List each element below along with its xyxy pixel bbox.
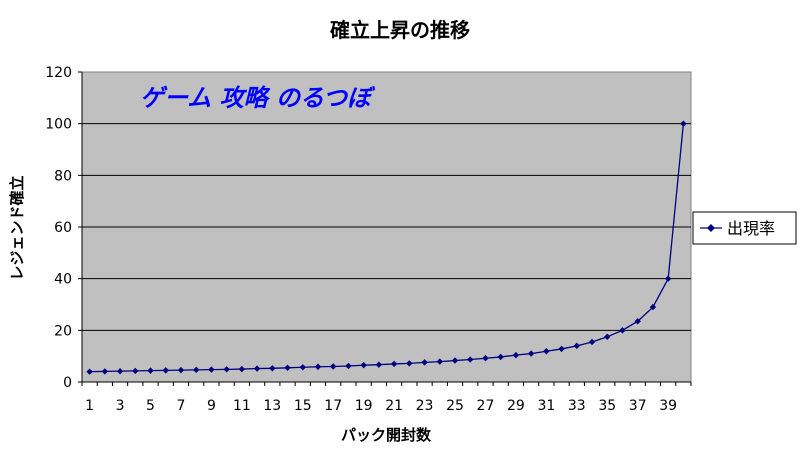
series-layer: [86, 120, 687, 375]
x-tick-label: 19: [355, 398, 373, 414]
data-point: [162, 367, 169, 374]
data-point: [330, 363, 337, 370]
watermark-text: ゲーム 攻略 のるつぼ: [140, 84, 376, 112]
data-point: [390, 360, 398, 368]
data-point: [314, 363, 322, 370]
y-axis-ticks: 0 20 40 60 80 100 120: [45, 65, 83, 391]
x-tick-label: 17: [324, 398, 342, 414]
data-point: [604, 333, 611, 340]
x-tick-label: 11: [233, 398, 251, 414]
gridlines: [82, 123, 691, 331]
data-point: [512, 351, 520, 359]
x-tick-label: 31: [537, 398, 555, 414]
x-tick-label: 29: [507, 398, 525, 414]
x-tick-label: 9: [207, 398, 216, 414]
data-point: [664, 275, 672, 282]
data-point: [360, 362, 367, 369]
y-tick-label: 60: [54, 220, 72, 236]
data-point: [375, 361, 383, 368]
y-tick-label: 40: [54, 272, 72, 288]
data-point: [101, 368, 109, 375]
data-point: [223, 366, 230, 373]
data-point: [284, 364, 291, 371]
x-tick-label: 3: [116, 398, 125, 414]
data-point: [86, 368, 93, 375]
x-tick-label: 39: [659, 398, 677, 414]
x-tick-label: 15: [294, 398, 312, 414]
chart-title: 確立上昇の推移: [330, 18, 470, 42]
data-point: [116, 367, 124, 375]
y-axis-label: レジェンド確立: [8, 175, 26, 280]
y-tick-label: 120: [45, 65, 72, 81]
data-point: [451, 357, 459, 364]
data-point: [177, 366, 185, 374]
data-point: [208, 366, 215, 373]
data-point: [147, 367, 154, 374]
x-tick-label: 35: [598, 398, 616, 414]
data-point: [436, 358, 443, 365]
series-line: [89, 123, 685, 373]
x-tick-label: 1: [85, 398, 94, 414]
x-axis-ticks: 1 3 5 7 9 11 13 15 17 19 21 23 25 27 29 31 33 35 37 39: [81, 381, 692, 414]
x-tick-label: 13: [263, 398, 281, 414]
legend: 出現率: [692, 211, 797, 245]
data-point: [132, 367, 139, 375]
y-tick-label: 100: [45, 117, 72, 133]
x-axis-label: パック開封数: [341, 426, 432, 444]
y-tick-label: 80: [54, 168, 72, 184]
data-point: [588, 338, 596, 346]
data-point: [467, 356, 474, 363]
x-tick-label: 5: [146, 398, 155, 414]
x-tick-label: 27: [477, 398, 495, 414]
data-point: [634, 318, 641, 325]
legend-label: 出現率: [727, 219, 775, 238]
data-point: [543, 348, 550, 355]
x-tick-label: 21: [385, 398, 403, 414]
data-point: [649, 303, 657, 311]
data-point: [497, 353, 504, 361]
data-point: [680, 120, 687, 127]
data-point: [269, 365, 276, 372]
data-point: [192, 366, 200, 374]
data-point: [299, 364, 306, 371]
legend-marker: [707, 224, 715, 232]
x-tick-label: 37: [629, 398, 647, 414]
data-point: [406, 360, 413, 367]
data-point: [619, 327, 626, 334]
x-tick-label: 23: [416, 398, 434, 414]
x-tick-label: 33: [568, 398, 586, 414]
y-tick-label: 0: [63, 375, 72, 391]
data-point: [421, 359, 428, 366]
x-tick-label: 7: [177, 398, 186, 414]
data-point: [558, 345, 565, 353]
y-tick-label: 20: [54, 323, 72, 339]
data-point: [253, 365, 261, 372]
data-point: [482, 355, 489, 362]
data-point: [573, 342, 581, 350]
data-point: [527, 350, 535, 357]
data-point: [345, 362, 352, 370]
data-point: [238, 365, 246, 373]
x-tick-label: 25: [446, 398, 464, 414]
